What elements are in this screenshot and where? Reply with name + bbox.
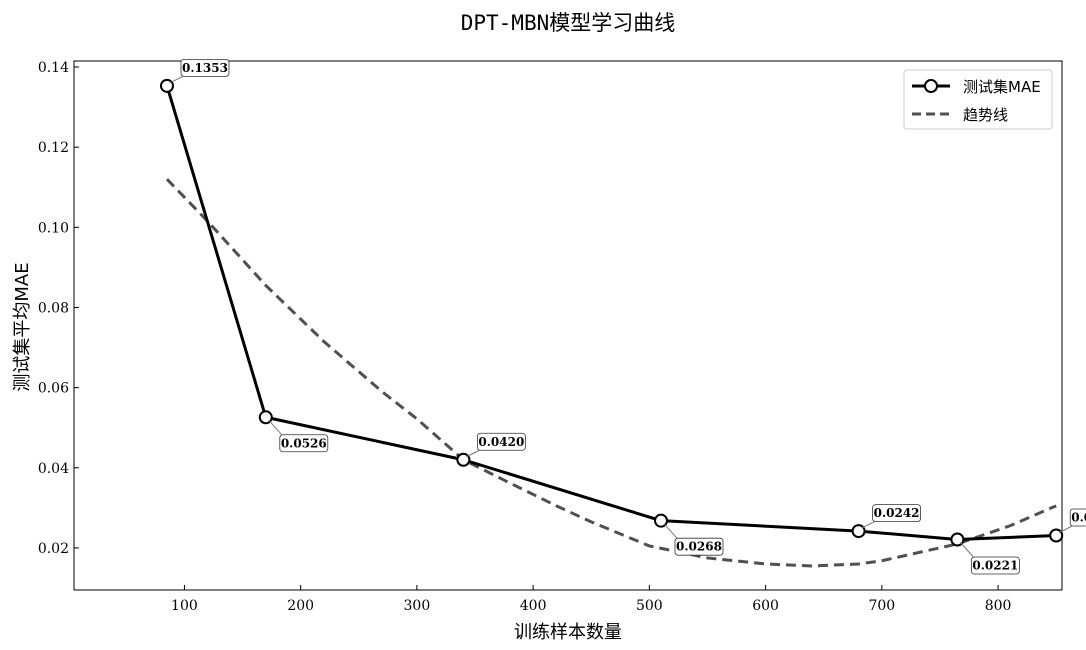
data-label-box <box>674 537 724 556</box>
data-label-box <box>476 432 526 451</box>
data-label: 0.0221 <box>960 542 1020 575</box>
data-label-arrow <box>1058 525 1073 533</box>
data-label: 0.1353 <box>169 58 230 84</box>
data-label: 0.0420 <box>466 432 526 458</box>
x-tick-label: 700 <box>868 598 895 614</box>
x-axis-label: 训练样本数量 <box>514 622 622 643</box>
data-label: 0.0268 <box>663 523 724 556</box>
legend-label-trend: 趋势线 <box>963 106 1008 124</box>
data-label-box <box>872 504 921 522</box>
trend-line <box>165 178 1057 568</box>
data-label-arrow <box>268 419 283 436</box>
y-tick-label: 0.12 <box>38 140 69 156</box>
x-tick-label: 400 <box>520 598 547 614</box>
x-tick-label: 300 <box>404 598 431 614</box>
data-label-box <box>1069 508 1086 527</box>
y-axis-label: 测试集平均MAE <box>12 262 33 391</box>
data-label: 0.0231 <box>1058 508 1086 533</box>
data-label-text: 0.0268 <box>676 540 722 554</box>
plot-frame <box>73 60 1063 591</box>
data-label-text: 0.0221 <box>972 559 1018 573</box>
x-tick-label: 500 <box>636 598 663 614</box>
data-label-box <box>279 434 329 453</box>
data-label-text: 0.0231 <box>1071 510 1086 524</box>
data-label-text: 0.1353 <box>182 61 228 75</box>
legend: 测试集MAE 趋势线 <box>903 69 1053 130</box>
chart-title: DPT-MBN模型学习曲线 <box>461 11 676 35</box>
plot-area <box>73 60 1063 591</box>
data-label: 0.0526 <box>268 419 329 453</box>
y-tick-label: 0.10 <box>38 220 69 236</box>
data-label-box <box>180 58 230 77</box>
mae-point <box>1049 528 1064 543</box>
y-tick-label: 0.14 <box>38 60 69 76</box>
x-tick-label: 200 <box>287 598 314 614</box>
y-tick-label: 0.04 <box>38 461 69 477</box>
data-label-arrow <box>663 523 678 539</box>
mae-line <box>165 85 1057 542</box>
data-label-arrow <box>466 449 480 458</box>
mae-point <box>456 452 471 467</box>
data-label-arrow <box>861 521 875 529</box>
x-tick-label: 800 <box>985 598 1012 614</box>
mae-point <box>159 78 174 93</box>
data-label-box <box>970 556 1020 575</box>
series-layer <box>159 78 1064 568</box>
data-label-text: 0.0526 <box>281 436 327 450</box>
data-label-text: 0.0420 <box>478 435 524 449</box>
data-label-arrow <box>169 75 184 84</box>
y-tick-label: 0.08 <box>38 300 69 316</box>
x-tick-label: 600 <box>752 598 779 614</box>
data-label-text: 0.0242 <box>874 506 920 520</box>
annotation-layer: 0.1353 0.0526 0.0420 0.0268 0.0242 0.0221 0.02… <box>169 58 1086 575</box>
mae-point <box>851 524 866 539</box>
data-label: 0.0242 <box>861 504 921 529</box>
y-tick-label: 0.06 <box>38 381 69 397</box>
x-tick-label: 100 <box>171 598 198 614</box>
y-axis: 0.02 0.04 0.06 0.08 0.10 0.12 0.14 <box>38 60 79 557</box>
data-label-arrow <box>960 542 974 558</box>
y-tick-label: 0.02 <box>38 541 69 557</box>
legend-label-mae: 测试集MAE <box>963 78 1041 96</box>
legend-marker-mae <box>924 79 938 93</box>
x-axis: 100 200 300 400 500 600 700 800 <box>171 585 1011 614</box>
